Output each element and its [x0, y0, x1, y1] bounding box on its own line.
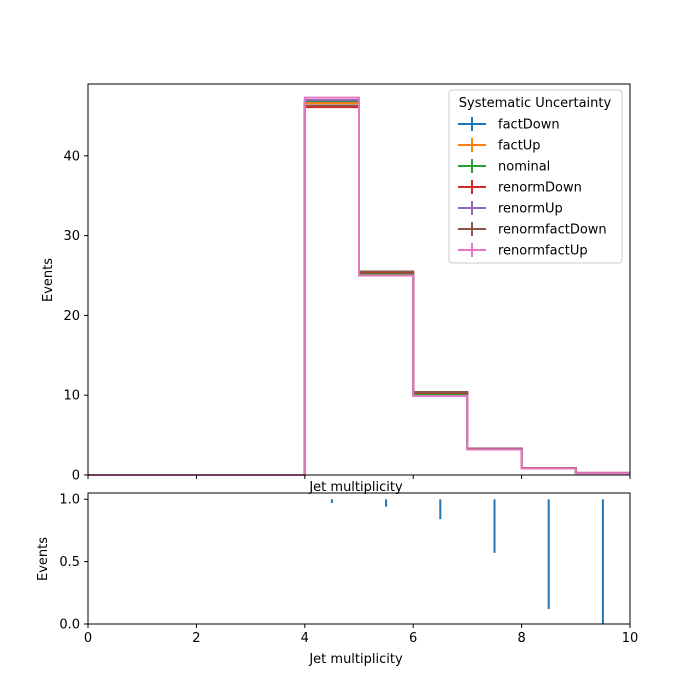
legend-item-factDown: factDown [458, 117, 560, 133]
y-tick-label: 30 [63, 229, 80, 244]
legend-title: Systematic Uncertainty [459, 96, 612, 111]
ratio-y-tick-label: 1.0 [59, 493, 80, 508]
main-x-ticks [87, 475, 631, 479]
legend-label-factUp: factUp [498, 139, 541, 154]
legend-label-factDown: factDown [498, 118, 560, 133]
legend-label-renormDown: renormDown [498, 181, 582, 196]
ratio-y-axis-label: Events [36, 537, 51, 581]
legend-label-nominal: nominal [498, 160, 550, 175]
legend-item-nominal: nominal [458, 159, 550, 175]
y-tick-label: 10 [63, 389, 80, 404]
main-y-ticks: 0 10 20 30 40 [63, 149, 88, 484]
legend: Systematic Uncertainty factDown factUp nom… [448, 89, 623, 264]
legend-item-renormDown: renormDown [458, 180, 582, 196]
ratio-x-ticks: 0 2 4 6 8 10 [84, 624, 638, 646]
main-plot-panel: 0 10 20 30 40 Events Jet multiplicity System… [41, 83, 631, 495]
ratio-x-tick-label: 0 [84, 631, 92, 646]
legend-items: factDown factUp nominal renormDown renormUp r… [458, 117, 607, 259]
ratio-x-tick-label: 10 [622, 631, 639, 646]
ratio-x-axis-label: Jet multiplicity [308, 652, 403, 667]
errorbar-series-group [330, 499, 604, 624]
y-tick-label: 20 [63, 309, 80, 324]
ratio-y-tick-label: 0.5 [59, 555, 80, 570]
legend-label-renormfactDown: renormfactDown [498, 223, 607, 238]
ratio-x-tick-label: 6 [409, 631, 417, 646]
ratio-plot-panel: 0.0 0.5 1.0 0 2 4 6 8 10 Events Jet multiplicit… [36, 492, 638, 667]
legend-box [448, 89, 623, 264]
ratio-y-tick-label: 0.0 [59, 618, 80, 633]
ratio-y-ticks: 0.0 0.5 1.0 [59, 493, 88, 633]
main-plot-frame [87, 83, 631, 476]
legend-label-renormUp: renormUp [498, 202, 563, 217]
y-tick-label: 40 [63, 149, 80, 164]
main-y-axis-label: Events [41, 258, 56, 302]
legend-item-renormUp: renormUp [458, 201, 563, 217]
ratio-x-tick-label: 8 [517, 631, 525, 646]
legend-label-renormfactUp: renormfactUp [498, 244, 588, 259]
legend-item-renormfactUp: renormfactUp [458, 243, 588, 259]
main-x-axis-label: Jet multiplicity [308, 480, 403, 495]
legend-item-renormfactDown: renormfactDown [458, 222, 607, 238]
ratio-x-tick-label: 4 [301, 631, 309, 646]
ratio-x-tick-label: 2 [192, 631, 200, 646]
legend-item-factUp: factUp [458, 138, 541, 154]
ratio-plot-frame [87, 492, 631, 625]
y-tick-label: 0 [72, 469, 80, 484]
